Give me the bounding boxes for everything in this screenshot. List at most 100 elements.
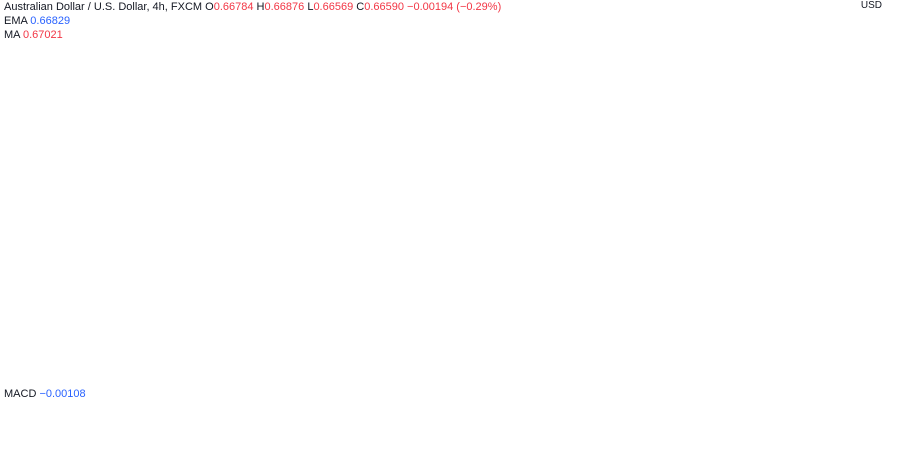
- candle-body: [654, 80, 658, 110]
- candle-body: [667, 92, 670, 99]
- candle-body: [468, 165, 472, 177]
- candle-body: [658, 80, 662, 85]
- open-value: 0.66784: [213, 1, 254, 13]
- x-tick-label: 7: [57, 451, 63, 463]
- candle-body: [567, 190, 571, 201]
- candle-body: [4, 127, 8, 145]
- candle-body: [758, 130, 761, 145]
- candle-body: [745, 132, 749, 151]
- candle-body: [344, 153, 348, 180]
- candle-body: [166, 202, 170, 212]
- candle-body: [633, 214, 637, 226]
- candle-body: [513, 109, 517, 128]
- candle-body: [538, 167, 542, 177]
- candle-body: [153, 237, 157, 263]
- candle-body: [708, 135, 712, 143]
- candle-body: [17, 144, 21, 166]
- candle-body: [592, 196, 596, 212]
- candle-body: [799, 202, 803, 227]
- candle-body: [253, 153, 257, 159]
- candle-body: [83, 312, 87, 319]
- candle-body: [559, 193, 563, 203]
- y-tick-label: 0.67500: [862, 117, 899, 128]
- candle-body: [418, 188, 422, 203]
- candle-body: [526, 142, 530, 154]
- range-box-layer: [328, 68, 812, 271]
- candle-body: [211, 173, 215, 203]
- candle-body: [377, 219, 381, 238]
- candle-body: [323, 167, 327, 191]
- candle-body: [600, 225, 604, 238]
- candle-body: [0, 120, 4, 128]
- candle-body: [331, 127, 335, 143]
- candle-body: [426, 161, 430, 180]
- candle-body: [112, 301, 116, 307]
- candle-body: [389, 214, 393, 224]
- candle-body: [298, 211, 302, 226]
- candles: [0, 71, 803, 331]
- current-price-label: 0.66829: [861, 195, 898, 206]
- current-price-label-bg: [858, 218, 900, 235]
- high-label: H: [256, 1, 265, 13]
- candle-body: [733, 167, 737, 174]
- candle-body: [124, 260, 128, 267]
- ma-label: MA: [4, 29, 20, 41]
- candle-body: [778, 193, 782, 197]
- change-value: −0.00194 (−0.29%): [407, 1, 502, 13]
- close-value: 0.66590: [364, 1, 404, 13]
- candle-body: [431, 156, 434, 162]
- currency-label: USD: [860, 0, 882, 11]
- ema-line: [1, 125, 802, 293]
- candle-body: [646, 156, 650, 191]
- candle-body: [137, 297, 141, 310]
- candle-body: [712, 142, 716, 147]
- candle-body: [563, 190, 567, 194]
- y-tick-label: 0.66500: [862, 233, 899, 244]
- candle-body: [675, 127, 679, 157]
- macd-value: −0.00108: [39, 388, 86, 400]
- candle-body: [435, 156, 439, 177]
- candle-body: [542, 176, 546, 186]
- candle-body: [447, 193, 451, 203]
- ma-row: MA 0.67021: [4, 28, 501, 42]
- price-axis: 0.68000 0.67500 0.67000 0.66500 0.66000 0.655…: [858, 59, 900, 441]
- candle-body: [782, 196, 786, 201]
- candle-body: [509, 127, 513, 145]
- candle-body: [306, 179, 310, 203]
- candle-body: [62, 176, 66, 203]
- candle-body: [282, 167, 285, 180]
- candle-body: [716, 146, 720, 154]
- candle-body: [335, 127, 339, 136]
- candle-body: [95, 289, 99, 305]
- candle-body: [327, 142, 331, 168]
- ma-value: 0.67021: [22, 29, 63, 41]
- candle-body: [596, 211, 600, 226]
- candle-body: [493, 80, 497, 87]
- candle-body: [128, 260, 132, 275]
- candle-body: [232, 223, 236, 249]
- fib-label: 38.20%: [730, 67, 764, 78]
- candle-body: [46, 135, 50, 143]
- candle-body: [207, 156, 211, 174]
- candle-body: [505, 127, 509, 145]
- candle-body: [385, 216, 389, 224]
- candle-body: [54, 156, 58, 162]
- candle-body: [402, 176, 406, 182]
- candle-body: [199, 165, 203, 180]
- candle-body: [273, 156, 277, 166]
- chart-legend: Australian Dollar / U.S. Dollar, 4h, FXC…: [4, 0, 501, 42]
- candle-body: [741, 150, 745, 166]
- candle-body: [120, 266, 124, 282]
- candle-body: [791, 185, 795, 191]
- x-tick-label: 24: [764, 451, 776, 463]
- candle-body: [8, 144, 12, 154]
- candle-body: [13, 153, 16, 166]
- candle-body: [691, 167, 695, 177]
- candle-body: [609, 246, 612, 255]
- candle-body: [66, 202, 70, 244]
- candle-body: [215, 202, 219, 273]
- candle-body: [687, 176, 691, 180]
- low-value: 0.66569: [313, 1, 354, 13]
- candle-body: [604, 237, 608, 247]
